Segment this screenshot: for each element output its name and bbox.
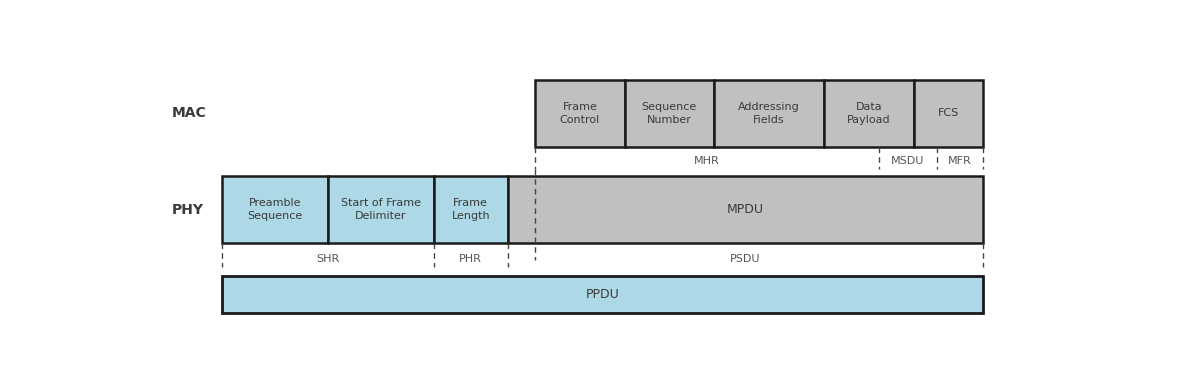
Text: MPDU: MPDU — [727, 203, 764, 216]
Bar — [824, 80, 914, 146]
Text: MHR: MHR — [694, 156, 720, 166]
Text: SHR: SHR — [316, 254, 340, 264]
Text: Data
Payload: Data Payload — [847, 101, 891, 125]
Text: Sequence
Number: Sequence Number — [642, 101, 697, 125]
Bar — [328, 176, 434, 243]
Text: PSDU: PSDU — [729, 254, 760, 264]
Text: MSDU: MSDU — [891, 156, 924, 166]
Bar — [222, 276, 982, 313]
Text: FCS: FCS — [937, 108, 959, 118]
Bar — [507, 176, 982, 243]
Bar — [914, 80, 982, 146]
Bar — [625, 80, 714, 146]
Bar — [535, 80, 625, 146]
Text: MFR: MFR — [948, 156, 972, 166]
Text: Addressing
Fields: Addressing Fields — [738, 101, 800, 125]
Text: PHY: PHY — [171, 203, 203, 217]
Text: MAC: MAC — [171, 106, 207, 120]
Bar — [222, 176, 328, 243]
Text: PPDU: PPDU — [586, 288, 619, 301]
Text: Frame
Length: Frame Length — [451, 198, 491, 221]
Bar — [714, 80, 824, 146]
Bar — [434, 176, 507, 243]
Text: PHR: PHR — [460, 254, 482, 264]
Text: Preamble
Sequence: Preamble Sequence — [247, 198, 303, 221]
Text: Start of Frame
Delimiter: Start of Frame Delimiter — [341, 198, 421, 221]
Text: Frame
Control: Frame Control — [560, 101, 600, 125]
